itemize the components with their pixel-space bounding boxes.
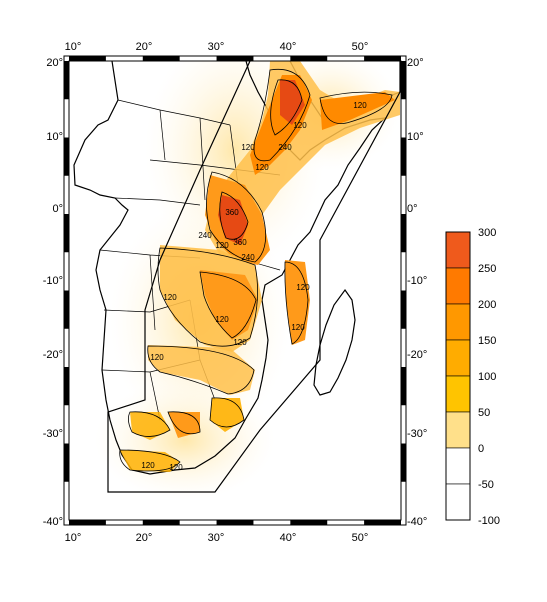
lon-labels-top: 10° 20° 30° 40° 50° xyxy=(65,41,369,53)
contour-label: 240 xyxy=(241,253,255,262)
colorbar-label-50: 50 xyxy=(478,407,490,419)
contour-label: 120 xyxy=(241,143,255,152)
frame-tick-segment xyxy=(142,520,180,525)
frame-tick-segment xyxy=(216,520,254,525)
lat-labels-left: 20° 10° 0° -10° -20° -30° -40° xyxy=(43,57,63,528)
contour-label: 120 xyxy=(296,283,310,292)
contour-label: 240 xyxy=(198,231,212,240)
frame-tick-segment xyxy=(64,137,69,176)
frame-tick-segment xyxy=(401,367,406,406)
frame-tick-segment xyxy=(142,56,180,61)
lon-label-bottom-30: 30° xyxy=(208,532,225,544)
lat-label-right-m40: -40° xyxy=(407,516,427,528)
lon-label-top-30: 30° xyxy=(208,41,225,53)
contour-label: 240 xyxy=(278,143,292,152)
colorbar-swatch xyxy=(445,375,471,413)
frame-tick-segment xyxy=(216,56,254,61)
contour-label: 120 xyxy=(293,121,307,130)
frame-tick-segment xyxy=(69,520,106,525)
colorbar-label-300: 300 xyxy=(478,227,496,239)
frame-tick-segment xyxy=(64,61,69,100)
lat-label-right-m30: -30° xyxy=(407,428,427,440)
study-region-boundary xyxy=(107,61,401,493)
colorbar-swatch xyxy=(445,303,471,341)
lon-label-bottom-50: 50° xyxy=(352,532,369,544)
frame-tick-segment xyxy=(64,214,69,253)
lon-label-top-40: 40° xyxy=(280,41,297,53)
lat-label-left-m30: -30° xyxy=(43,428,63,440)
frame-tick-segment xyxy=(401,290,406,329)
contour-label: 360 xyxy=(225,208,239,217)
contour-label: 120 xyxy=(215,315,229,324)
frame-tick-segment xyxy=(290,56,328,61)
contour-label: 120 xyxy=(215,241,229,250)
lat-label-right-m10: -10° xyxy=(407,275,427,287)
rift-shading xyxy=(120,61,400,472)
lat-label-left-m20: -20° xyxy=(43,349,63,361)
lat-label-left-m10: -10° xyxy=(43,275,63,287)
frame-tick-segment xyxy=(401,443,406,482)
lon-label-top-20: 20° xyxy=(136,41,153,53)
frame-tick-segment xyxy=(401,61,406,100)
contour-label: 120 xyxy=(169,463,183,472)
contour-label: 360 xyxy=(233,238,247,247)
frame-tick-segment xyxy=(401,137,406,176)
contour-label: 120 xyxy=(233,338,247,347)
madagascar-outline xyxy=(313,288,356,396)
contour-label: 120 xyxy=(291,323,305,332)
colorbar-label-250: 250 xyxy=(478,263,496,275)
frame-tick-segment xyxy=(64,290,69,329)
contour-label: 120 xyxy=(150,353,164,362)
lat-label-left-20: 20° xyxy=(46,57,63,69)
colorbar-swatch xyxy=(445,339,471,377)
lat-label-left-m40: -40° xyxy=(43,516,63,528)
lon-labels-bottom: 10° 20° 30° 40° 50° xyxy=(65,532,369,544)
lon-label-bottom-10: 10° xyxy=(65,532,82,544)
colorbar-swatch xyxy=(445,267,471,305)
colorbar-label-m100: -100 xyxy=(478,515,500,527)
lat-label-right-m20: -20° xyxy=(407,349,427,361)
contour-label: 120 xyxy=(141,461,155,470)
frame-tick-segment xyxy=(364,520,401,525)
lat-label-left-10: 10° xyxy=(46,131,63,143)
contour-label: 120 xyxy=(163,293,177,302)
frame-tick-segment xyxy=(64,443,69,482)
colorbar: 300 250 200 150 100 50 0 -50 -100 xyxy=(445,227,500,527)
contour-label: 120 xyxy=(353,101,367,110)
colorbar-swatch xyxy=(445,231,471,269)
colorbar-label-100: 100 xyxy=(478,371,496,383)
colorbar-frame xyxy=(445,231,471,521)
frame-outer-border xyxy=(63,55,407,526)
contour-lines xyxy=(119,68,393,472)
colorbar-swatches xyxy=(445,231,471,521)
frame-tick-segment xyxy=(64,367,69,406)
colorbar-swatch xyxy=(445,411,471,449)
frame-tick-segment xyxy=(69,56,106,61)
colorbar-label-0: 0 xyxy=(478,443,484,455)
frame-tick-segment xyxy=(364,56,401,61)
lon-label-bottom-20: 20° xyxy=(136,532,153,544)
colorbar-swatch xyxy=(445,447,471,485)
lat-label-right-20: 20° xyxy=(407,57,424,69)
frame-ticks xyxy=(63,55,407,526)
colorbar-swatch xyxy=(445,483,471,521)
lat-labels-right: 20° 10° 0° -10° -20° -30° -40° xyxy=(407,57,427,528)
colorbar-label-150: 150 xyxy=(478,335,496,347)
frame-tick-segment xyxy=(401,214,406,253)
lat-label-left-0: 0° xyxy=(52,203,63,215)
lat-label-right-10: 10° xyxy=(407,131,424,143)
lon-label-bottom-40: 40° xyxy=(280,532,297,544)
colorbar-label-m50: -50 xyxy=(478,479,494,491)
lon-label-top-10: 10° xyxy=(65,41,82,53)
contour-label: 120 xyxy=(255,163,269,172)
frame-tick-segment xyxy=(290,520,328,525)
colorbar-label-200: 200 xyxy=(478,299,496,311)
lat-label-right-0: 0° xyxy=(407,203,418,215)
lon-label-top-50: 50° xyxy=(352,41,369,53)
